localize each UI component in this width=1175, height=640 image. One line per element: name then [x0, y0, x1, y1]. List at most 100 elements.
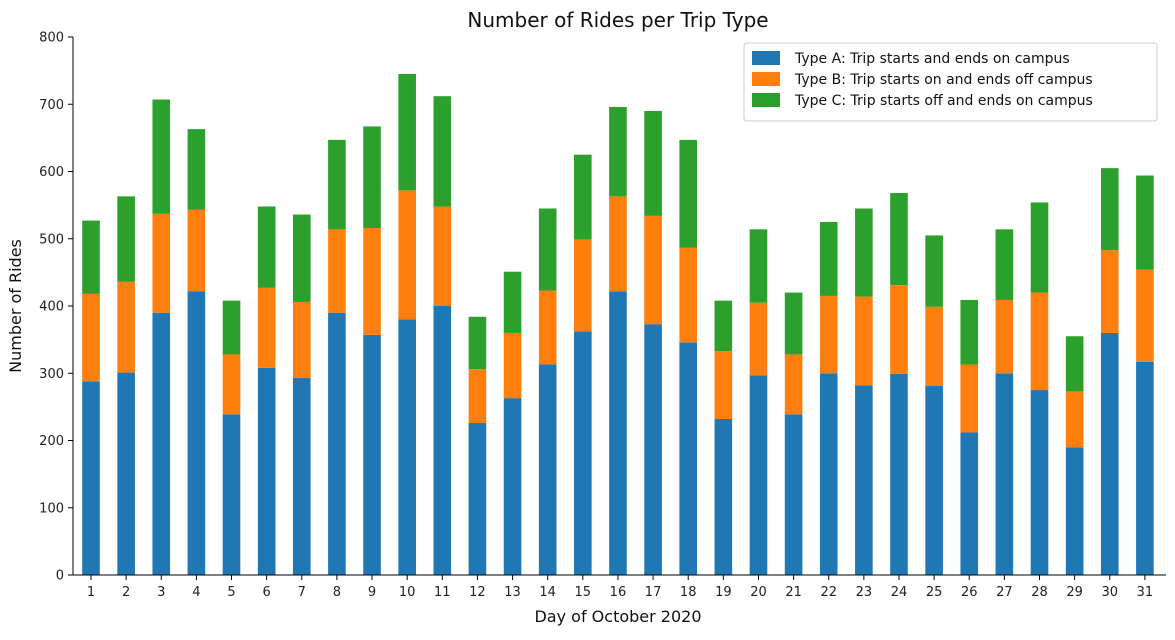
bar-day-11-type-a — [433, 306, 452, 575]
bar-day-9-type-c — [363, 126, 381, 228]
y-tick-label-500: 500 — [39, 232, 64, 247]
bar-day-5-type-b — [222, 354, 241, 415]
x-tick-label-8: 8 — [333, 585, 341, 600]
bar-day-26-type-b — [960, 364, 979, 433]
chart-title: Number of Rides per Trip Type — [467, 8, 768, 32]
bar-day-31-type-c — [1136, 175, 1154, 270]
x-tick-label-16: 16 — [610, 585, 627, 600]
x-tick-label-18: 18 — [680, 585, 697, 600]
bar-day-13-type-b — [503, 332, 522, 399]
bar-day-14-type-a — [538, 364, 557, 575]
bar-day-10-type-c — [398, 73, 416, 191]
x-tick-label-13: 13 — [504, 585, 521, 600]
x-tick-label-6: 6 — [263, 585, 271, 600]
bar-day-28-type-a — [1030, 390, 1049, 575]
x-tick-label-24: 24 — [891, 585, 908, 600]
x-tick-label-28: 28 — [1031, 585, 1048, 600]
y-tick-label-400: 400 — [39, 300, 64, 315]
bar-day-12-type-a — [468, 423, 487, 575]
bar-day-29-type-c — [1065, 336, 1084, 392]
bar-day-30-type-b — [1100, 250, 1119, 333]
bar-day-12-type-c — [468, 316, 487, 370]
bars-group — [82, 73, 1154, 575]
bar-day-22-type-a — [819, 373, 838, 575]
bar-day-25-type-a — [925, 386, 943, 575]
x-tick-label-3: 3 — [157, 585, 165, 600]
x-tick-label-7: 7 — [298, 585, 306, 600]
legend-swatch-type-a — [752, 51, 780, 65]
x-tick-label-30: 30 — [1101, 585, 1118, 600]
x-tick-label-26: 26 — [961, 585, 978, 600]
bar-day-29-type-b — [1065, 391, 1084, 448]
bar-day-16-type-b — [609, 196, 627, 292]
y-tick-label-200: 200 — [39, 434, 64, 449]
x-tick-label-17: 17 — [645, 585, 662, 600]
bar-day-3-type-a — [152, 312, 171, 575]
y-ticks: 0 100 200 300 400 500 600 700 800 — [39, 31, 73, 584]
x-tick-label-1: 1 — [87, 585, 95, 600]
bar-day-24-type-b — [890, 285, 908, 374]
bar-day-18-type-a — [679, 342, 698, 575]
bar-day-15-type-a — [574, 331, 592, 575]
x-axis-title: Day of October 2020 — [534, 607, 701, 626]
bar-day-19-type-a — [714, 418, 733, 575]
bar-day-20-type-a — [749, 375, 768, 575]
bar-day-8-type-b — [328, 229, 346, 313]
bar-day-7-type-a — [292, 377, 311, 575]
bar-day-22-type-b — [819, 295, 838, 374]
x-tick-label-14: 14 — [539, 585, 556, 600]
bar-day-2-type-c — [117, 196, 135, 282]
bar-day-19-type-b — [714, 351, 733, 419]
bar-day-30-type-c — [1100, 168, 1119, 251]
bar-day-3-type-c — [152, 99, 171, 214]
bar-day-28-type-b — [1030, 292, 1049, 391]
bar-day-21-type-b — [784, 354, 803, 415]
bar-day-10-type-b — [398, 190, 416, 320]
bar-day-4-type-b — [187, 209, 206, 292]
bar-day-15-type-b — [574, 239, 592, 332]
bar-day-3-type-b — [152, 213, 171, 313]
bar-day-23-type-b — [855, 296, 873, 386]
x-tick-label-2: 2 — [122, 585, 130, 600]
bar-day-9-type-a — [363, 334, 381, 575]
y-tick-label-300: 300 — [39, 367, 64, 382]
bar-day-21-type-a — [784, 414, 803, 575]
x-tick-label-21: 21 — [785, 585, 802, 600]
y-tick-label-700: 700 — [39, 98, 64, 113]
bar-day-2-type-b — [117, 281, 135, 373]
bar-day-8-type-c — [328, 139, 346, 230]
bar-day-6-type-b — [257, 287, 276, 368]
bar-day-7-type-c — [292, 214, 311, 302]
x-tick-label-15: 15 — [575, 585, 592, 600]
x-tick-label-29: 29 — [1066, 585, 1083, 600]
x-tick-label-27: 27 — [996, 585, 1013, 600]
bar-day-20-type-b — [749, 302, 768, 376]
x-ticks: 1 2 3 4 5 6 7 8 9 10 11 12 13 14 15 16 17 18 19 20 21 22 23 24 2… — [87, 575, 1153, 600]
bar-day-28-type-c — [1030, 202, 1049, 293]
bar-day-4-type-a — [187, 291, 206, 575]
legend-frame — [743, 42, 1158, 122]
legend-label-type-c: Type C: Trip starts off and ends on camp… — [794, 93, 1093, 109]
bar-day-26-type-a — [960, 432, 979, 575]
bar-day-14-type-c — [538, 208, 557, 291]
bar-day-10-type-a — [398, 319, 416, 575]
bar-day-17-type-b — [644, 215, 662, 325]
bar-day-11-type-b — [433, 206, 452, 306]
bar-day-21-type-c — [784, 292, 803, 355]
legend-swatch-type-c — [752, 93, 780, 107]
bar-day-16-type-a — [609, 291, 627, 575]
legend-swatch-type-b — [752, 72, 780, 86]
bar-day-2-type-a — [117, 372, 135, 575]
bar-day-5-type-c — [222, 300, 241, 355]
x-tick-label-31: 31 — [1137, 585, 1154, 600]
y-tick-label-800: 800 — [39, 31, 64, 46]
bar-day-27-type-b — [995, 299, 1014, 374]
bar-day-17-type-c — [644, 110, 662, 216]
bar-day-17-type-a — [644, 324, 662, 575]
x-tick-label-12: 12 — [469, 585, 486, 600]
bar-day-25-type-c — [925, 235, 943, 307]
bar-day-31-type-b — [1136, 269, 1154, 362]
bar-day-9-type-b — [363, 227, 381, 335]
bar-day-19-type-c — [714, 300, 733, 352]
